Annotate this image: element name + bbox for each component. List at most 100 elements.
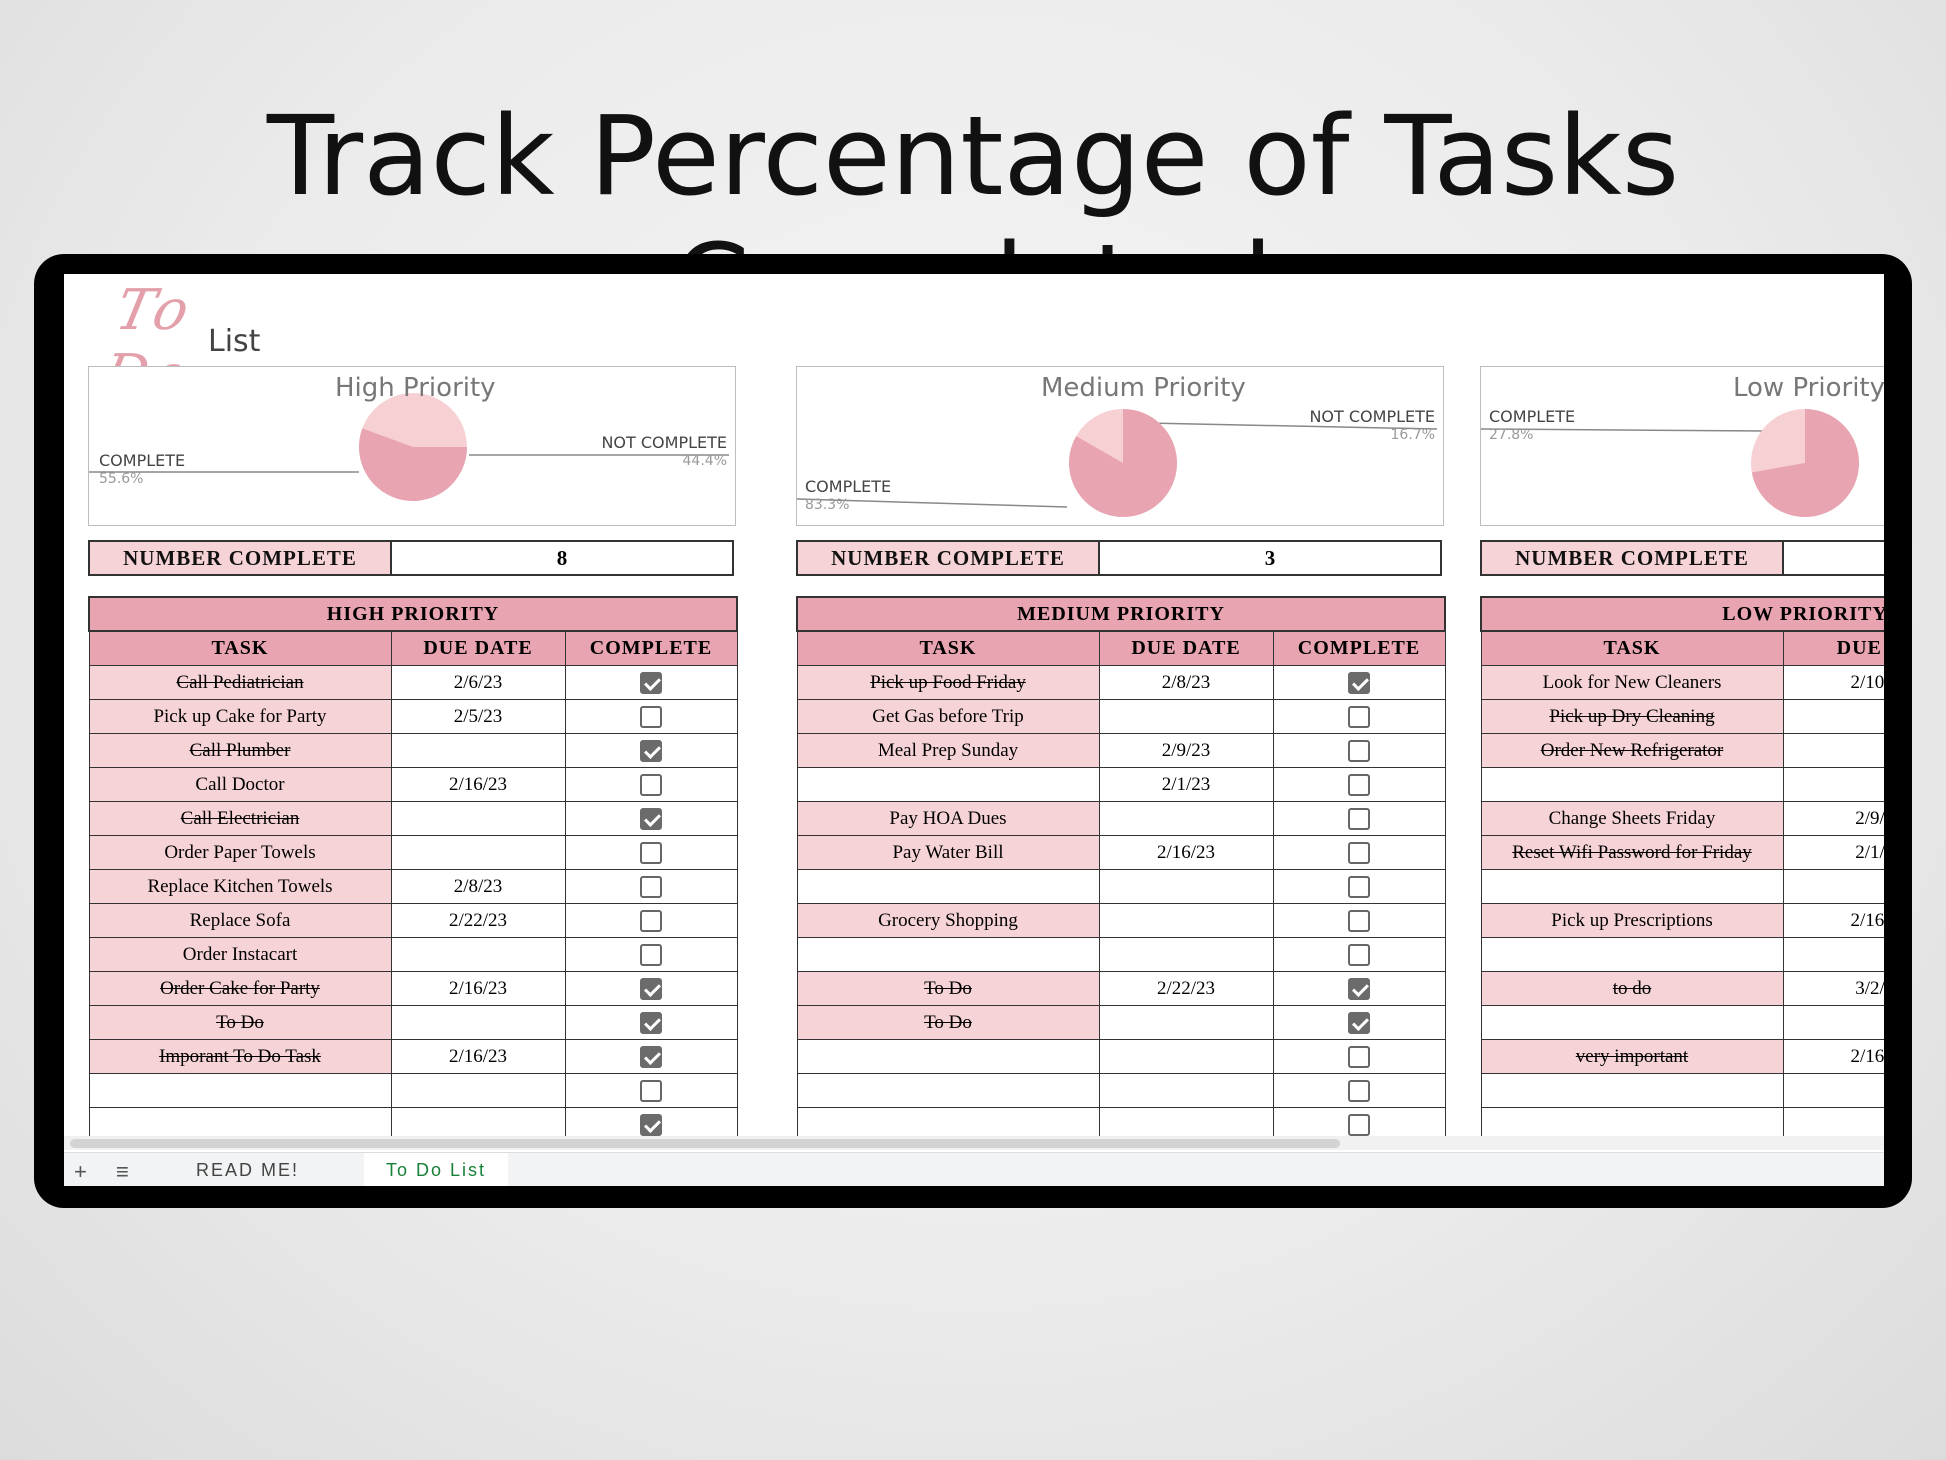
- due-date-cell[interactable]: 2/8/23: [1098, 665, 1274, 700]
- checkbox-checked[interactable]: [640, 739, 662, 762]
- task-cell[interactable]: [796, 1073, 1100, 1108]
- checkbox-unchecked[interactable]: [1348, 1079, 1370, 1102]
- checkbox-unchecked[interactable]: [640, 841, 662, 864]
- due-date-cell[interactable]: [1782, 937, 1884, 972]
- task-cell[interactable]: Pay Water Bill: [796, 835, 1100, 870]
- task-cell[interactable]: Pick up Food Friday: [796, 665, 1100, 700]
- checkbox-unchecked[interactable]: [1348, 705, 1370, 728]
- task-cell[interactable]: Change Sheets Friday: [1480, 801, 1784, 836]
- due-date-cell[interactable]: [1098, 903, 1274, 938]
- task-cell[interactable]: Order Instacart: [88, 937, 392, 972]
- due-date-cell[interactable]: [1782, 767, 1884, 802]
- task-cell[interactable]: Call Pediatrician: [88, 665, 392, 700]
- checkbox-checked[interactable]: [1348, 671, 1370, 694]
- due-date-cell[interactable]: [1098, 1039, 1274, 1074]
- checkbox-unchecked[interactable]: [1348, 1045, 1370, 1068]
- checkbox-unchecked[interactable]: [1348, 1113, 1370, 1136]
- task-cell[interactable]: Grocery Shopping: [796, 903, 1100, 938]
- checkbox-unchecked[interactable]: [640, 909, 662, 932]
- task-cell[interactable]: Look for New Cleaners: [1480, 665, 1784, 700]
- due-date-cell[interactable]: 2/22/23: [1098, 971, 1274, 1006]
- tab-to-do-list[interactable]: To Do List: [364, 1153, 509, 1186]
- checkbox-checked[interactable]: [1348, 977, 1370, 1000]
- task-cell[interactable]: Imporant To Do Task: [88, 1039, 392, 1074]
- checkbox-checked[interactable]: [640, 1113, 662, 1136]
- checkbox-unchecked[interactable]: [1348, 909, 1370, 932]
- due-date-cell[interactable]: 2/9/23: [1098, 733, 1274, 768]
- task-cell[interactable]: Order Paper Towels: [88, 835, 392, 870]
- due-date-cell[interactable]: [390, 1005, 566, 1040]
- number-complete-value[interactable]: [1784, 542, 1884, 574]
- due-date-cell[interactable]: 2/16/: [1782, 903, 1884, 938]
- task-cell[interactable]: [1480, 869, 1784, 904]
- task-cell[interactable]: [796, 767, 1100, 802]
- due-date-cell[interactable]: [390, 835, 566, 870]
- task-cell[interactable]: [1480, 1005, 1784, 1040]
- task-cell[interactable]: Pick up Prescriptions: [1480, 903, 1784, 938]
- task-cell[interactable]: [1480, 937, 1784, 972]
- task-cell[interactable]: [1480, 1073, 1784, 1108]
- due-date-cell[interactable]: 2/1/23: [1098, 767, 1274, 802]
- checkbox-unchecked[interactable]: [1348, 875, 1370, 898]
- due-date-cell[interactable]: [1098, 1073, 1274, 1108]
- task-cell[interactable]: To Do: [88, 1005, 392, 1040]
- task-cell[interactable]: Replace Sofa: [88, 903, 392, 938]
- due-date-cell[interactable]: 2/16/: [1782, 1039, 1884, 1074]
- tab-read-me[interactable]: READ ME!: [196, 1159, 300, 1180]
- checkbox-checked[interactable]: [640, 1011, 662, 1034]
- task-cell[interactable]: Order Cake for Party: [88, 971, 392, 1006]
- due-date-cell[interactable]: 2/16/23: [390, 1039, 566, 1074]
- due-date-cell[interactable]: [1782, 699, 1884, 734]
- checkbox-unchecked[interactable]: [1348, 807, 1370, 830]
- due-date-cell[interactable]: [1098, 801, 1274, 836]
- checkbox-checked[interactable]: [640, 671, 662, 694]
- task-cell[interactable]: Reset Wifi Password for Friday: [1480, 835, 1784, 870]
- due-date-cell[interactable]: 2/5/23: [390, 699, 566, 734]
- chart-low-priority[interactable]: Low Priority COMPLETE 27.8%: [1480, 366, 1884, 526]
- task-cell[interactable]: Call Electrician: [88, 801, 392, 836]
- due-date-cell[interactable]: [390, 937, 566, 972]
- due-date-cell[interactable]: 2/16/23: [390, 767, 566, 802]
- checkbox-unchecked[interactable]: [1348, 739, 1370, 762]
- checkbox-unchecked[interactable]: [1348, 841, 1370, 864]
- task-cell[interactable]: [796, 1039, 1100, 1074]
- checkbox-checked[interactable]: [1348, 1011, 1370, 1034]
- checkbox-checked[interactable]: [640, 977, 662, 1000]
- task-cell[interactable]: Pick up Cake for Party: [88, 699, 392, 734]
- task-cell[interactable]: Pick up Dry Cleaning: [1480, 699, 1784, 734]
- checkbox-unchecked[interactable]: [640, 773, 662, 796]
- checkbox-checked[interactable]: [640, 1045, 662, 1068]
- due-date-cell[interactable]: [1098, 1005, 1274, 1040]
- due-date-cell[interactable]: [390, 733, 566, 768]
- due-date-cell[interactable]: 2/16/23: [390, 971, 566, 1006]
- task-cell[interactable]: Order New Refrigerator: [1480, 733, 1784, 768]
- due-date-cell[interactable]: [1098, 699, 1274, 734]
- due-date-cell[interactable]: [390, 801, 566, 836]
- due-date-cell[interactable]: 2/22/23: [390, 903, 566, 938]
- task-cell[interactable]: To Do: [796, 971, 1100, 1006]
- due-date-cell[interactable]: 2/10/: [1782, 665, 1884, 700]
- due-date-cell[interactable]: [1782, 869, 1884, 904]
- due-date-cell[interactable]: [1098, 869, 1274, 904]
- task-cell[interactable]: Get Gas before Trip: [796, 699, 1100, 734]
- task-cell[interactable]: To Do: [796, 1005, 1100, 1040]
- checkbox-unchecked[interactable]: [640, 1079, 662, 1102]
- plus-icon[interactable]: +: [74, 1159, 87, 1184]
- task-cell[interactable]: Replace Kitchen Towels: [88, 869, 392, 904]
- due-date-cell[interactable]: [1782, 733, 1884, 768]
- scrollbar-thumb[interactable]: [70, 1139, 1340, 1148]
- due-date-cell[interactable]: 3/2/: [1782, 971, 1884, 1006]
- task-cell[interactable]: [1480, 767, 1784, 802]
- chart-high-priority[interactable]: High Priority COMPLETE 55.6% NOT COMPLET…: [88, 366, 736, 526]
- task-cell[interactable]: very important: [1480, 1039, 1784, 1074]
- due-date-cell[interactable]: [1098, 937, 1274, 972]
- due-date-cell[interactable]: [390, 1073, 566, 1108]
- chart-medium-priority[interactable]: Medium Priority COMPLETE 83.3% NOT COMPL…: [796, 366, 1444, 526]
- number-complete-value[interactable]: 8: [556, 545, 568, 570]
- due-date-cell[interactable]: 2/6/23: [390, 665, 566, 700]
- checkbox-checked[interactable]: [640, 807, 662, 830]
- checkbox-unchecked[interactable]: [640, 875, 662, 898]
- checkbox-unchecked[interactable]: [1348, 943, 1370, 966]
- due-date-cell[interactable]: [1782, 1005, 1884, 1040]
- task-cell[interactable]: Call Doctor: [88, 767, 392, 802]
